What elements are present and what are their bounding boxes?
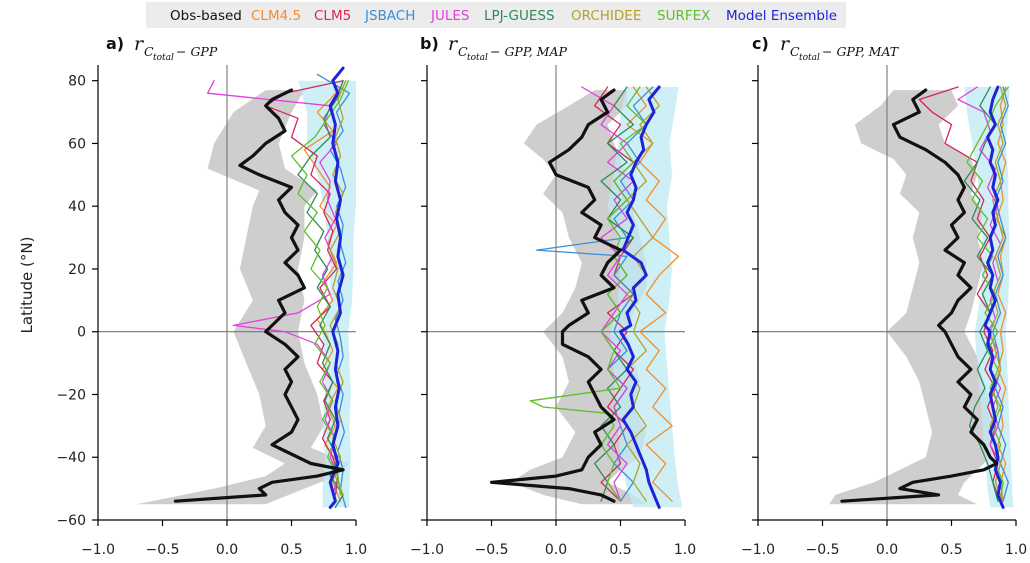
- series-lpj-guess: [297, 80, 344, 509]
- y-tick-label: −60: [56, 513, 86, 529]
- legend-item-obs-based: Obs-based: [170, 8, 242, 24]
- x-tick-label: 0.5: [609, 542, 631, 558]
- series-clm4-5: [995, 86, 1007, 502]
- panel-subsubscript: total: [153, 53, 174, 63]
- panel-subscript: C: [144, 44, 154, 59]
- panel-letter: a): [106, 34, 124, 53]
- x-tick-label: −1.0: [410, 542, 444, 558]
- ensemble-spread-band: [607, 87, 683, 508]
- panel-suffix: − GPP: [176, 44, 218, 59]
- x-tick-label: −1.0: [81, 542, 115, 558]
- x-tick-label: 0.5: [940, 542, 962, 558]
- panel-letter: b): [420, 34, 439, 53]
- panel-subsubscript: total: [467, 53, 488, 63]
- panel-subscript: C: [790, 44, 800, 59]
- x-tick-label: −1.0: [741, 542, 775, 558]
- series-clm4-5: [626, 86, 680, 502]
- legend-item-clm45: CLM4.5: [251, 8, 301, 24]
- legend-item-jules: JULES: [430, 8, 469, 24]
- x-tick-label: 0.0: [876, 542, 898, 558]
- panel-title-c: c) r C total − GPP, MAT: [752, 33, 900, 63]
- series-obs-based: [489, 88, 623, 503]
- series-surfex: [966, 86, 1009, 502]
- legend: Obs-based CLM4.5 CLM5 JSBACH JULES LPJ-G…: [146, 2, 846, 28]
- panel-subsubscript: total: [799, 53, 820, 63]
- x-tick-label: 1.0: [1005, 542, 1027, 558]
- x-tick-label: 0.0: [545, 542, 567, 558]
- legend-item-surfex: SURFEX: [657, 8, 710, 24]
- panel-b-plot: −1.0 −0.5 0.0 0.5 1.0: [410, 65, 696, 558]
- y-axis-label: Latitude (°N): [18, 237, 36, 334]
- series-model-ensemble: [328, 66, 345, 509]
- x-tick-label: 0.5: [280, 542, 302, 558]
- panel-symbol: r: [134, 33, 145, 55]
- panel-c-plot: −1.0 −0.5 0.0 0.5 1.0: [741, 65, 1027, 558]
- series-surfex: [290, 80, 349, 496]
- y-tick-label: 40: [68, 199, 86, 215]
- panel-title-b: b) r C total − GPP, MAP: [420, 33, 567, 63]
- panel-suffix: − GPP, MAT: [822, 44, 900, 59]
- legend-item-jsbach: JSBACH: [364, 8, 415, 24]
- panel-a-plot: 80 60 40 20 0 −20 −40 −60 −1.0 −0.5 0.0 0.5 1.0: [56, 65, 367, 558]
- y-tick-label: 20: [68, 262, 86, 278]
- legend-item-lpj-guess: LPJ-GUESS: [484, 8, 555, 24]
- panel-title-a: a) r C total − GPP: [106, 33, 218, 63]
- x-tick-label: 1.0: [345, 542, 367, 558]
- series-clm5: [265, 80, 344, 496]
- series-model-ensemble: [983, 85, 1005, 509]
- obs-uncertainty-band: [136, 90, 350, 505]
- y-tick-label: 60: [68, 136, 86, 152]
- series-surfex: [529, 86, 647, 502]
- obs-uncertainty-band: [829, 90, 997, 505]
- y-tick-label: 0: [77, 325, 86, 341]
- legend-item-orchidee: ORCHIDEE: [571, 8, 641, 24]
- series-obs-based: [173, 88, 345, 503]
- legend-item-clm5: CLM5: [314, 8, 351, 24]
- y-tick-label: 80: [68, 74, 86, 90]
- legend-background: [146, 2, 846, 28]
- panel-letter: c): [752, 34, 769, 53]
- x-tick-label: −0.5: [806, 542, 840, 558]
- y-tick-label: −20: [56, 387, 86, 403]
- y-tick-label: −40: [56, 450, 86, 466]
- panel-suffix: − GPP, MAP: [490, 44, 567, 59]
- series-obs-based: [840, 88, 999, 503]
- x-tick-label: −0.5: [146, 542, 180, 558]
- legend-item-model-ensemble: Model Ensemble: [726, 8, 837, 24]
- x-tick-label: −0.5: [475, 542, 509, 558]
- x-tick-label: 0.0: [216, 542, 238, 558]
- panel-symbol: r: [448, 33, 459, 55]
- x-tick-label: 1.0: [674, 542, 696, 558]
- panel-symbol: r: [780, 33, 791, 55]
- series-model-ensemble: [619, 85, 661, 509]
- panel-subscript: C: [458, 44, 468, 59]
